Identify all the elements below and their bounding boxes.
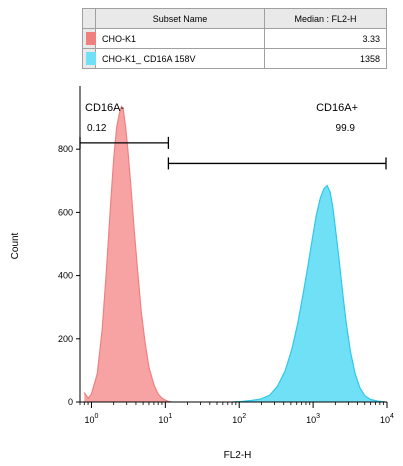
legend-table: Subset Name Median : FL2-H CHO-K1 3.33 C…: [82, 8, 387, 69]
legend-header-row: Subset Name Median : FL2-H: [82, 8, 387, 29]
y-tick-label: 400: [58, 271, 73, 281]
histogram-line-0: [83, 104, 172, 403]
x-tick-label: 103: [306, 413, 320, 425]
legend-swatch-cell: [82, 28, 96, 49]
x-tick-label: 100: [84, 413, 98, 425]
y-axis-title: Count: [10, 232, 21, 259]
y-tick-label: 800: [58, 144, 73, 154]
x-tick-label: 102: [232, 413, 246, 425]
histogram-area-0: [84, 106, 172, 402]
x-tick-label: 101: [158, 413, 172, 425]
x-axis-title: FL2-H: [224, 450, 252, 461]
y-tick-label: 600: [58, 207, 73, 217]
legend-header-subset-name: Subset Name: [95, 8, 265, 29]
gate-percent-positive: 99.9: [336, 123, 356, 134]
legend-row: CHO-K1_ CD16A 158V 1358: [82, 48, 387, 69]
legend-swatch-cd16a: [86, 52, 96, 65]
gate-percent-negative: 0.12: [87, 123, 107, 134]
y-tick-label: 0: [68, 397, 73, 407]
x-tick-label: 104: [380, 413, 394, 425]
gate-label-positive: CD16A+: [316, 102, 358, 114]
legend-row-median: 1358: [264, 48, 387, 69]
legend-swatch-cell: [82, 48, 96, 69]
legend-header-median: Median : FL2-H: [264, 8, 387, 29]
histogram-line-1: [232, 184, 386, 403]
histogram-area-1: [232, 185, 386, 402]
legend-swatch-cho-k1: [86, 32, 96, 45]
gate-label-negative: CD16A-: [85, 102, 124, 114]
y-tick-label: 200: [58, 334, 73, 344]
